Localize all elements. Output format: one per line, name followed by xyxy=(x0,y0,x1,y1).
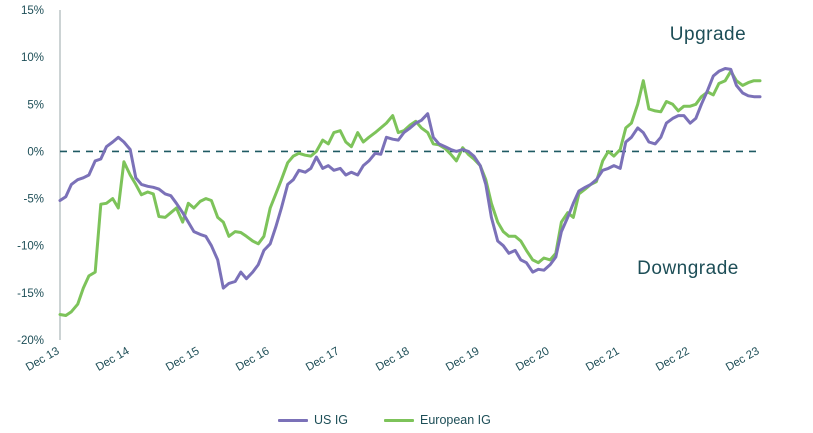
y-tick-label: 15% xyxy=(21,5,44,17)
x-tick-label: Dec 22 xyxy=(654,345,692,374)
y-tick-label: -5% xyxy=(24,194,44,206)
legend-label-european-ig: European IG xyxy=(420,413,491,427)
x-tick-label: Dec 16 xyxy=(234,345,272,374)
series-line-european-ig xyxy=(58,69,762,317)
y-tick-label: 5% xyxy=(27,99,44,111)
y-tick-label: -15% xyxy=(17,288,44,300)
upgrade-annotation: Upgrade xyxy=(670,24,746,45)
downgrade-annotation: Downgrade xyxy=(637,258,739,279)
legend-item-us-ig: US IG xyxy=(278,413,348,427)
y-tick-label: 0% xyxy=(27,146,44,158)
chart-legend: US IG European IG xyxy=(0,413,813,431)
line-chart: 15%10%5%0%-5%-10%-15%-20% Dec 13 Dec 14 De… xyxy=(17,5,762,374)
x-tick-label: Dec 13 xyxy=(24,345,62,374)
x-tick-label: Dec 23 xyxy=(724,345,762,374)
y-tick-label: 10% xyxy=(21,52,44,64)
legend-swatch-european-ig xyxy=(384,418,414,422)
y-tick-labels: 15% 10% 5% 0% -5% -10% -15% -20% xyxy=(17,5,44,347)
y-tick-label: -10% xyxy=(17,241,44,253)
series-line-us-ig xyxy=(58,67,762,290)
y-tick-label: -20% xyxy=(17,335,44,347)
x-tick-label: Dec 17 xyxy=(304,345,342,374)
series-layer xyxy=(58,67,762,317)
x-tick-label: Dec 18 xyxy=(374,345,412,374)
x-tick-label: Dec 14 xyxy=(94,345,132,374)
legend-label-us-ig: US IG xyxy=(314,413,349,427)
x-tick-label: Dec 19 xyxy=(444,345,482,374)
x-tick-label: Dec 20 xyxy=(514,345,552,374)
legend-item-european-ig: European IG xyxy=(384,413,491,427)
legend-swatch-us-ig xyxy=(278,418,308,422)
x-tick-label: Dec 21 xyxy=(584,345,622,374)
x-tick-label: Dec 15 xyxy=(164,345,202,374)
x-tick-labels: Dec 13 Dec 14 Dec 15 Dec 16 Dec 17 Dec 18 Dec … xyxy=(24,345,762,374)
